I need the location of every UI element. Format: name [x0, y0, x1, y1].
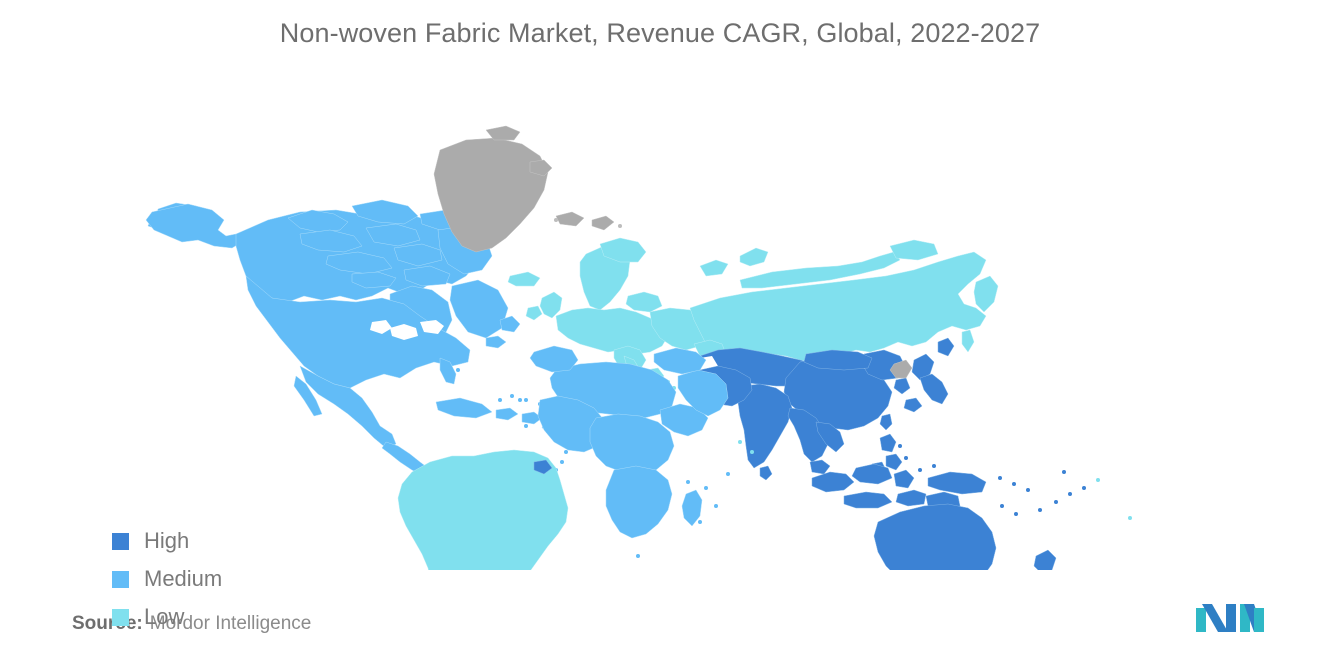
legend-label-medium: Medium: [144, 566, 223, 591]
region-russia: [689, 239, 999, 363]
legend-swatch-medium: [112, 570, 129, 588]
region-africa-middle-east: [510, 345, 730, 558]
legend-label-low: Low: [144, 604, 185, 629]
legend-item-low[interactable]: Low: [112, 598, 222, 636]
region-north-america: [145, 199, 521, 491]
region-scattered-islands: [456, 211, 1132, 520]
legend-label-high: High: [144, 528, 190, 553]
world-map-svg: .hi { fill: #3c82d4; stroke: #7fb2e6; st…: [145, 125, 1132, 570]
source-value: Mordor Intelligence: [149, 613, 312, 634]
legend-swatch-low: [112, 608, 129, 626]
legend-item-high[interactable]: High: [112, 522, 222, 560]
legend-swatch-high: [112, 532, 129, 550]
page-title: Non-woven Fabric Market, Revenue CAGR, G…: [279, 18, 1041, 48]
region-greenland: [433, 125, 553, 253]
region-south-america: [397, 449, 569, 570]
region-asia-pacific: [696, 337, 1086, 570]
legend-item-medium[interactable]: Medium: [112, 560, 222, 598]
mordor-intelligence-logo: [1196, 604, 1264, 632]
map-legend: High Medium Low: [112, 522, 222, 636]
world-map: .hi { fill: #3c82d4; stroke: #7fb2e6; st…: [0, 70, 1320, 628]
